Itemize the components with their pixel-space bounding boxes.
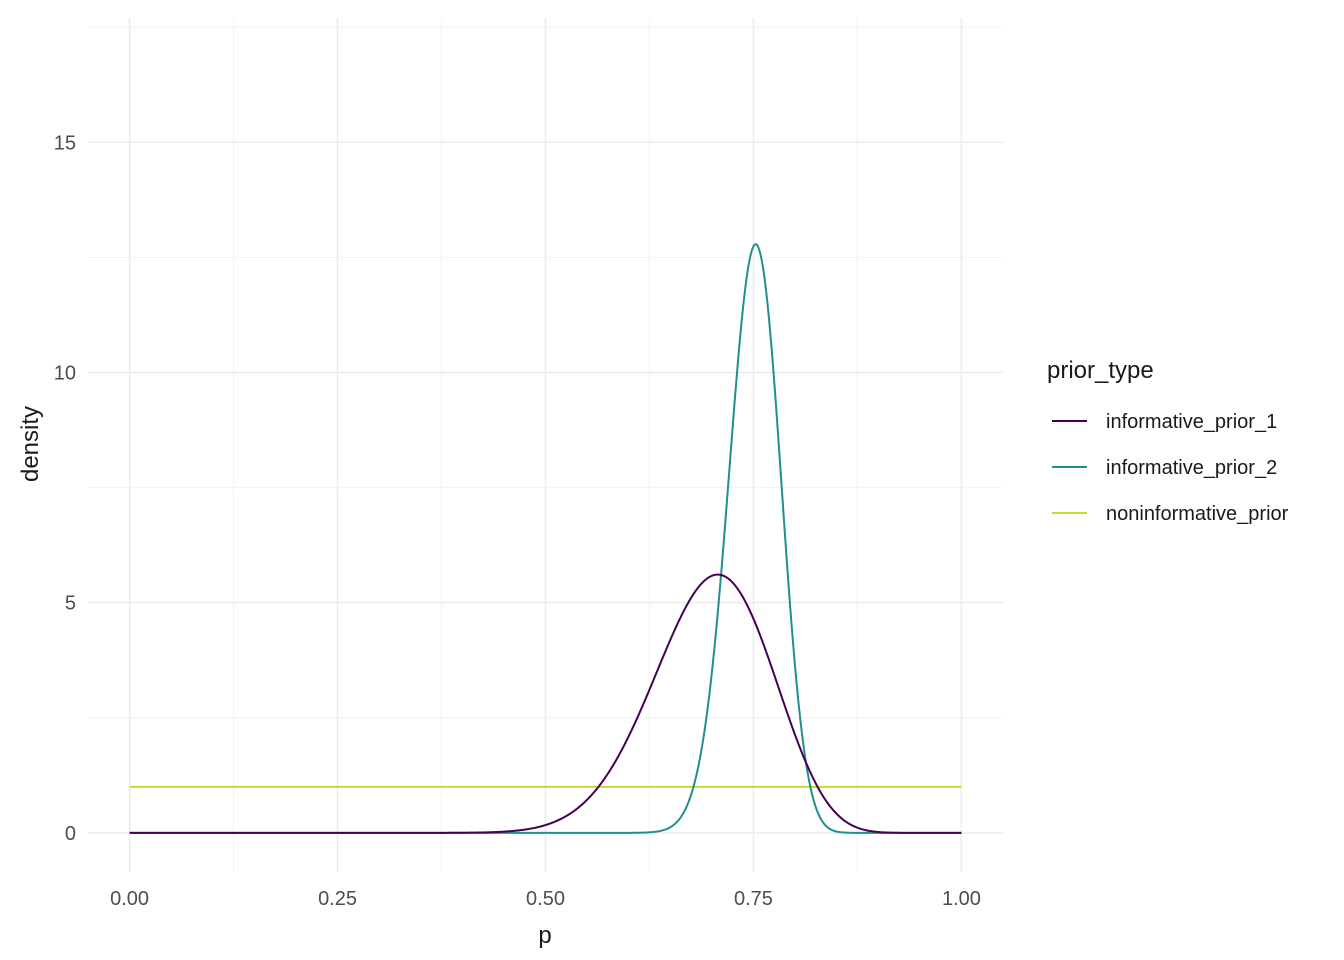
y-axis-title: density xyxy=(17,406,44,482)
legend-items: informative_prior_1 informative_prior_2no… xyxy=(1052,411,1289,525)
legend: prior_type informative_prior_1informativ… xyxy=(1047,357,1289,525)
legend-item: informative_prior_2 xyxy=(1052,457,1277,479)
x-tick-label: 0.75 xyxy=(734,888,773,910)
x-tick-label: 1.00 xyxy=(942,888,981,910)
legend-label: informative_prior_2 xyxy=(1106,457,1277,479)
series-layer xyxy=(129,243,962,834)
y-tick-label: 10 xyxy=(54,362,76,384)
legend-label: noninformative_prior xyxy=(1106,503,1289,525)
y-tick-label: 15 xyxy=(54,132,76,154)
y-axis-ticks: 0 5 10 15 xyxy=(54,132,76,845)
y-tick-label: 0 xyxy=(65,823,76,845)
legend-label: informative_prior_1 xyxy=(1106,411,1277,433)
series-line-informative_prior_1 xyxy=(129,573,962,834)
x-tick-label: 0.25 xyxy=(318,888,357,910)
x-axis-ticks: 0.00 0.25 0.50 0.75 1.00 xyxy=(110,888,981,910)
x-tick-label: 0.00 xyxy=(110,888,149,910)
legend-item: noninformative_prior xyxy=(1052,503,1289,525)
legend-title: prior_type xyxy=(1047,357,1154,384)
legend-item: informative_prior_1 xyxy=(1052,411,1277,433)
grid-major xyxy=(88,18,1003,872)
y-tick-label: 5 xyxy=(65,593,76,615)
x-tick-label: 0.50 xyxy=(526,888,565,910)
x-axis-title: p xyxy=(538,922,551,949)
